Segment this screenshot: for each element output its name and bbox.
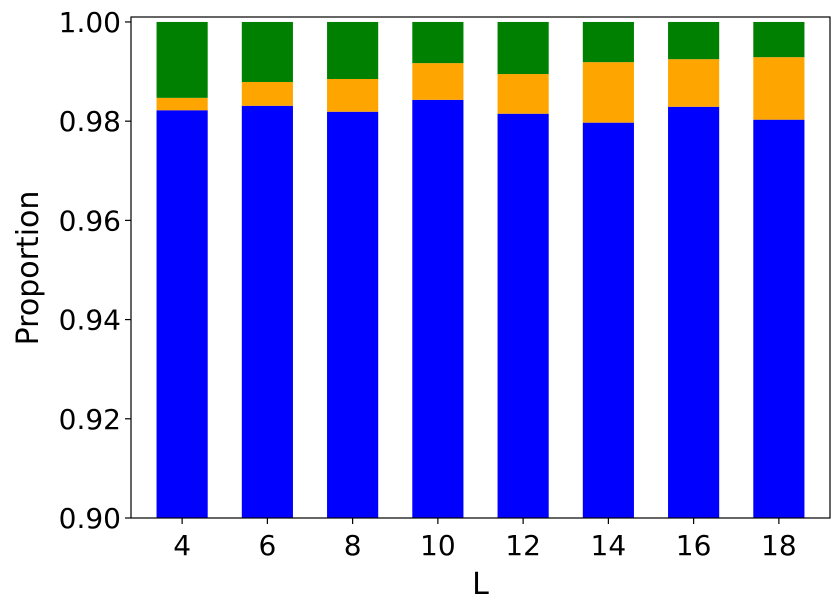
x-tick-label: 14 — [591, 529, 627, 562]
bar-segment-12-s0 — [497, 113, 549, 518]
y-axis: 0.90 0.92 0.94 0.96 0.98 1.00 — [59, 6, 131, 535]
bar-segment-12-s1 — [497, 74, 549, 114]
bar-segment-14-s2 — [582, 21, 634, 63]
bar-segment-12-s2 — [497, 21, 549, 75]
y-tick-label: 0.90 — [59, 502, 121, 535]
bar-segment-6-s0 — [241, 105, 293, 519]
y-tick-label: 0.98 — [59, 105, 121, 138]
bar-segment-18-s2 — [753, 21, 805, 58]
bar-segment-6-s2 — [241, 21, 293, 82]
x-tick-label: 6 — [258, 529, 276, 562]
bar-segment-10-s0 — [412, 99, 464, 518]
bar-segment-8-s2 — [327, 21, 379, 80]
y-tick-label: 0.96 — [59, 204, 121, 237]
x-tick-label: 12 — [505, 529, 541, 562]
y-tick-label: 1.00 — [59, 6, 121, 39]
x-tick-label: 18 — [761, 529, 797, 562]
bar-segment-16-s0 — [668, 106, 720, 518]
y-tick-label: 0.92 — [59, 403, 121, 436]
x-tick-label: 8 — [344, 529, 362, 562]
y-tick-label: 0.94 — [59, 304, 121, 337]
bar-segment-8-s1 — [327, 79, 379, 112]
bar-segment-8-s0 — [327, 111, 379, 518]
plot-frame — [130, 16, 831, 519]
bar-segment-6-s1 — [241, 81, 293, 106]
bar-segment-18-s1 — [753, 57, 805, 120]
bar-segment-14-s1 — [582, 62, 634, 123]
bar-segment-4-s0 — [156, 110, 208, 519]
x-axis-label: L — [472, 567, 489, 602]
bar-segment-18-s0 — [753, 119, 805, 518]
bar-segment-10-s2 — [412, 21, 464, 64]
bar-segment-16-s1 — [668, 59, 720, 107]
bar-segment-14-s0 — [582, 122, 634, 518]
x-tick-label: 16 — [676, 529, 712, 562]
x-axis: 4 6 8 10 12 14 16 18 — [173, 518, 797, 562]
bar-segment-4-s2 — [156, 21, 208, 98]
x-tick-label: 4 — [173, 529, 191, 562]
bars-group — [156, 21, 805, 519]
bar-segment-10-s1 — [412, 63, 464, 100]
bar-segment-4-s1 — [156, 97, 208, 111]
bar-segment-16-s2 — [668, 21, 720, 60]
y-axis-label: Proportion — [11, 191, 46, 346]
x-tick-label: 10 — [420, 529, 456, 562]
